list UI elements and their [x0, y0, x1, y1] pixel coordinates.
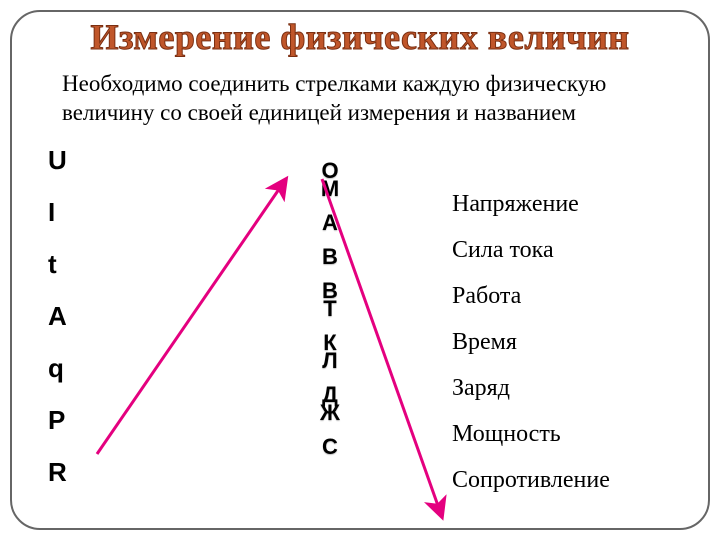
symbol-item: I — [48, 199, 67, 225]
unit-item: В — [272, 248, 392, 266]
symbol-item: q — [48, 355, 67, 381]
unit-item: КЛ — [272, 334, 392, 370]
unit-item: ОМ — [272, 162, 392, 198]
unit-item: С — [272, 438, 392, 456]
slide-title: Измерение физических величин — [12, 16, 708, 58]
slide-frame: Измерение физических величин Необходимо … — [10, 10, 710, 530]
name-item: Работа — [452, 284, 610, 308]
arrow-line — [97, 179, 286, 454]
unit-item: ДЖ — [272, 386, 392, 422]
symbol-item: U — [48, 147, 67, 173]
symbol-item: R — [48, 459, 67, 485]
name-item: Напряжение — [452, 192, 610, 216]
name-item: Мощность — [452, 422, 610, 446]
name-item: Сопротивление — [452, 468, 610, 492]
units-column: ОМ А В ВТ КЛ ДЖ С — [272, 162, 392, 472]
name-item: Время — [452, 330, 610, 354]
unit-item: ВТ — [272, 282, 392, 318]
names-column: Напряжение Сила тока Работа Время Заряд … — [452, 192, 610, 514]
symbol-item: P — [48, 407, 67, 433]
name-item: Заряд — [452, 376, 610, 400]
unit-item: А — [272, 214, 392, 232]
symbol-item: A — [48, 303, 67, 329]
symbol-item: t — [48, 251, 67, 277]
name-item: Сила тока — [452, 238, 610, 262]
slide-subtitle: Необходимо соединить стрелками каждую фи… — [62, 70, 658, 128]
symbols-column: U I t A q P R — [48, 147, 67, 511]
